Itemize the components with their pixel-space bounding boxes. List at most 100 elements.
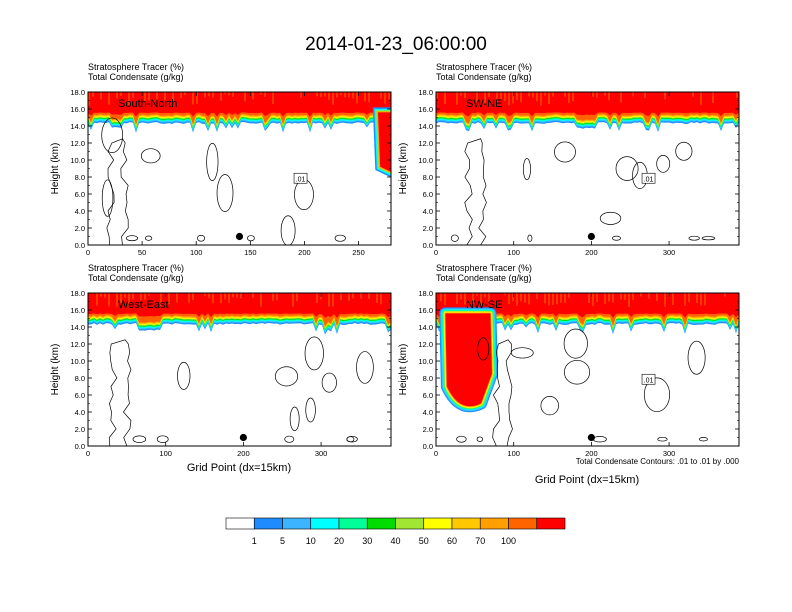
y-tick-label: 12.0 [418,139,433,148]
tracer-streak [652,92,654,96]
y-tick-label: 10.0 [418,156,433,165]
tracer-streak [364,293,366,307]
tracer-streak [616,92,618,97]
tracer-streak [280,92,282,106]
tracer-streak [116,92,118,99]
tracer-streak [108,92,110,105]
tracer-streak [520,92,522,103]
y-tick-label: 4.0 [423,207,433,216]
y-tick-label: 14.0 [70,122,85,131]
tracer-streak [520,293,522,302]
y-tick-label: 10.0 [70,357,85,366]
y-tick-label: 2.0 [423,425,433,434]
condensate-contour [144,235,153,241]
tracer-streak [716,92,718,104]
condensate-contour [304,336,324,371]
tracer-streak [512,92,514,104]
tracer-streak [684,92,686,104]
tracer-streak [156,92,158,101]
tracer-streak [696,92,698,97]
tracer-streak [728,293,730,301]
tracer-streak [224,293,226,300]
tracer-streak [192,92,194,105]
tracer-streak [544,293,546,304]
contour-label-box [293,172,308,184]
tracer-band [88,293,391,319]
x-tick-label: 0 [434,248,438,257]
tracer-streak [596,92,598,98]
tracer-streak [228,293,230,304]
tracer-streak [680,293,682,301]
tracer-streak [348,92,350,98]
panel-header-line2: Total Condensate (g/kg) [436,72,532,82]
tracer-streak [128,92,130,105]
contour-label-box [641,172,656,184]
tracer-band [436,92,739,117]
tracer-streak [176,293,178,303]
tracer-streak [544,92,546,96]
tracer-streak [144,293,146,300]
condensate-contour [527,234,533,242]
y-tick-label: 10.0 [70,156,85,165]
colorbar-segment [310,517,340,530]
plot-area [88,293,391,446]
tracer-streak [296,293,298,302]
tracer-streak [640,92,642,99]
tracer-streak [108,293,110,307]
tracer-streak [284,293,286,302]
tracer-streak [516,293,518,306]
tracer-streak [136,293,138,299]
x-axis-label-right: Grid Point (dx=15km) [535,474,639,486]
tracer-streak [268,92,270,102]
tracer-streak [628,92,630,105]
tracer-streak [272,92,274,104]
marker-dot [587,433,595,442]
tracer-streak [640,293,642,297]
tracer-streak [236,92,238,100]
tracer-streak [672,293,674,306]
tracer-streak [708,92,710,100]
panel-header-line1: Stratosphere Tracer (%) [88,62,184,72]
x-tick-label: 300 [663,449,676,458]
colorbar-segment [451,517,481,530]
tracer-streak [472,293,474,304]
y-tick-label: 18.0 [70,289,85,298]
condensate-contour [450,234,459,242]
tracer-streak [648,92,650,103]
tracer-streak [584,92,586,104]
tracer-streak [564,293,566,304]
tracer-streak [216,92,218,106]
condensate-contour [108,339,132,446]
condensate-contour [280,215,296,245]
x-tick-label: 200 [585,449,598,458]
condensate-contour [356,351,374,384]
tracer-streak [132,293,134,300]
tracer-streak [312,92,314,102]
colorbar-label: 30 [362,536,372,546]
tracer-streak [472,92,474,103]
x-tick-label: 0 [434,449,438,458]
tracer-streak [112,92,114,105]
condensate-contour [492,339,513,446]
condensate-contour [554,141,576,163]
tracer-streak [308,293,310,304]
tracer-streak [536,92,538,102]
condensate-contour [688,235,700,241]
plot-area: .01 [436,293,739,446]
tracer-streak [636,293,638,298]
tracer-streak [384,92,386,104]
tracer-streak [364,92,366,102]
tracer-streak [440,92,442,99]
tracer-streak [580,293,582,302]
colorbar-segment [366,517,396,530]
tracer-streak [688,293,690,303]
tracer-streak [660,92,662,105]
tracer-streak [616,293,618,299]
y-tick-label: 12.0 [418,340,433,349]
tracer-streak [568,92,570,104]
colorbar-segment [536,517,566,530]
tracer-streak [328,293,330,307]
tracer-streak [376,92,378,97]
y-tick-label: 6.0 [75,190,85,199]
tracer-streak [696,293,698,304]
